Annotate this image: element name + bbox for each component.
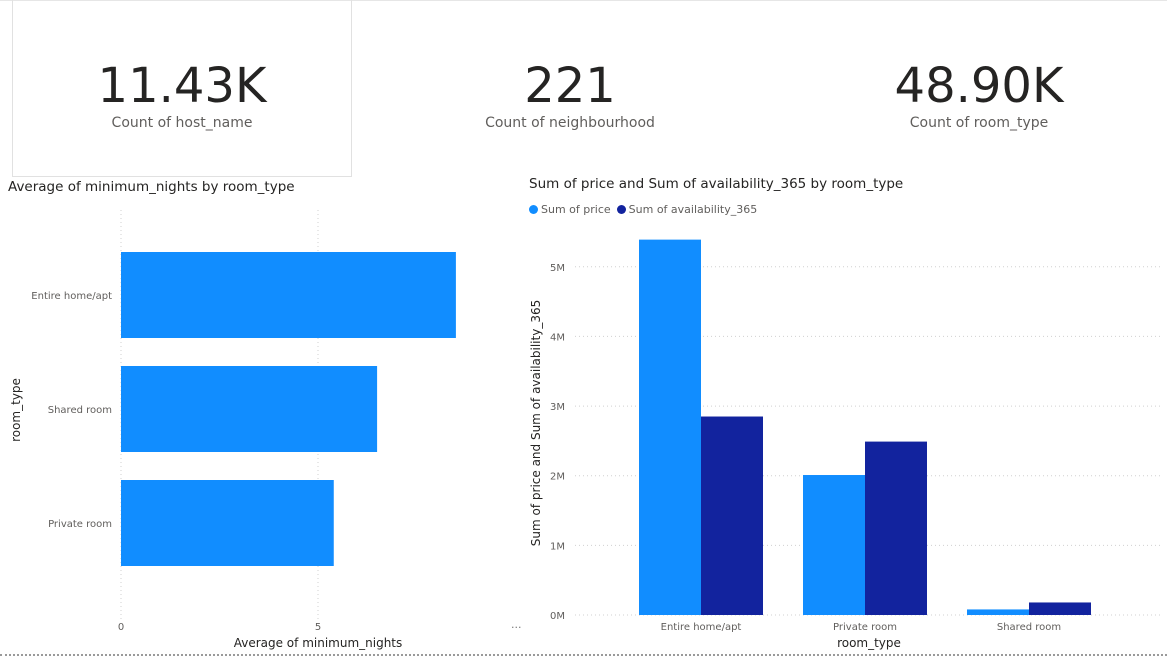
kpi-label: Count of host_name (111, 115, 253, 131)
bottom-divider (0, 654, 1167, 656)
top-divider (0, 0, 1167, 1)
y-tick-label: Entire home/apt (31, 291, 112, 302)
y-axis-label: Sum of price and Sum of availability_365 (529, 300, 543, 546)
min-nights-bar-chart[interactable]: 0 5 Entire home/apt Shared room Private room… (0, 195, 520, 655)
bar[interactable] (121, 480, 334, 566)
more-indicator[interactable]: ... (511, 618, 522, 631)
bar[interactable] (701, 416, 763, 615)
kpi-value: 48.90K (894, 58, 1064, 114)
chart-title-min-nights: Average of minimum_nights by room_type (8, 179, 295, 195)
bar[interactable] (1029, 602, 1091, 615)
legend-label-availability: Sum of availability_365 (628, 203, 758, 216)
bar[interactable] (121, 252, 456, 338)
kpi-card-room-type-count[interactable]: 48.90K Count of room_type (859, 60, 1099, 132)
y-tick-label: 2M (550, 472, 565, 483)
x-tick-label: 5 (315, 622, 321, 633)
kpi-label: Count of room_type (909, 115, 1049, 131)
chart-title-price-availability: Sum of price and Sum of availability_365… (529, 176, 904, 192)
legend-dot-availability (616, 205, 626, 214)
bar[interactable] (639, 239, 701, 615)
x-tick-label: 0 (118, 622, 124, 633)
kpi-label: Count of neighbourhood (485, 115, 655, 131)
y-tick-label: Private room (48, 519, 112, 530)
y-tick-label: 5M (550, 263, 565, 274)
bar[interactable] (803, 475, 865, 615)
x-axis-label: Average of minimum_nights (234, 636, 403, 650)
kpi-value: 221 (524, 58, 616, 114)
y-tick-label: 3M (550, 402, 565, 413)
price-availability-bar-chart[interactable]: 0M 1M 2M 3M 4M 5M Entire home/apt Private room S… (520, 195, 1167, 655)
kpi-value: 11.43K (97, 58, 267, 114)
x-axis-label: room_type (837, 636, 901, 650)
kpi-card-frame (12, 0, 352, 177)
x-tick-label: Shared room (997, 622, 1061, 633)
bar[interactable] (121, 366, 378, 452)
legend-dot-price (529, 205, 538, 214)
legend-item-availability[interactable]: Sum of availability_365 (616, 203, 758, 216)
y-tick-label: Shared room (48, 405, 112, 416)
y-tick-label: 0M (550, 611, 565, 622)
x-tick-label: Entire home/apt (661, 622, 742, 633)
y-tick-label: 4M (550, 332, 565, 343)
legend-label-price: Sum of price (541, 203, 611, 216)
bar[interactable] (865, 441, 927, 615)
y-axis-label: room_type (9, 378, 23, 442)
legend-item-price[interactable]: Sum of price (529, 203, 611, 216)
chart-legend[interactable]: Sum of price Sum of availability_365 (529, 203, 763, 216)
kpi-card-neighbourhood-count[interactable]: 221 Count of neighbourhood (450, 60, 690, 132)
kpi-card-host-count[interactable]: 11.43K Count of host_name (62, 60, 302, 132)
y-tick-label: 1M (550, 541, 565, 552)
x-tick-label: Private room (833, 622, 897, 633)
bar[interactable] (967, 609, 1029, 615)
